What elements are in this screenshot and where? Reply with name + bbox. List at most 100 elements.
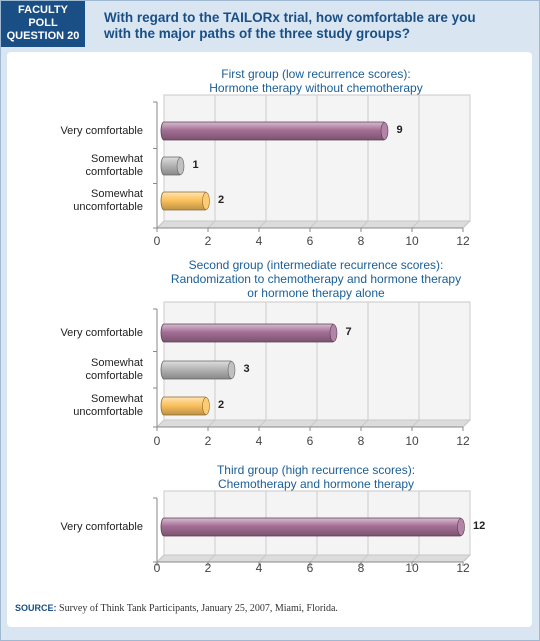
- data-label: 3: [243, 363, 250, 375]
- source-label: SOURCE:: [15, 603, 57, 613]
- chart-title-line: Chemotherapy and hormone therapy: [217, 477, 415, 491]
- x-tick-label: 12: [456, 234, 470, 248]
- category-label-line: Very comfortable: [60, 124, 143, 137]
- category-label-line: comfortable: [85, 370, 143, 382]
- chart-title: Second group (intermediate recurrence sc…: [161, 258, 471, 300]
- floor-gridline: [360, 554, 369, 563]
- floor-gridline: [156, 419, 165, 428]
- x-tick-label: 2: [204, 234, 212, 248]
- badge-line: QUESTION 20: [6, 30, 80, 42]
- x-tick-label: 10: [405, 434, 419, 448]
- x-tick-label: 0: [153, 234, 161, 248]
- x-tick-label: 10: [405, 234, 419, 248]
- bar-end-cap: [329, 324, 338, 342]
- floor-gridline: [309, 419, 318, 428]
- x-tick-label: 0: [153, 434, 161, 448]
- category-label-line: uncomfortable: [73, 406, 143, 418]
- x-tick-label: 0: [153, 561, 161, 575]
- question-line: With regard to the TAILORx trial, how co…: [104, 10, 476, 25]
- floor-gridline: [258, 220, 267, 229]
- bar-end-cap: [176, 157, 185, 175]
- x-tick-label: 12: [456, 434, 470, 448]
- bar-very-comfortable: [160, 121, 387, 141]
- chart-title: Third group (high recurrence scores): Che…: [161, 463, 471, 491]
- category-label-line: Somewhat: [91, 357, 143, 369]
- category-label: Very comfortable: [3, 327, 143, 340]
- x-tick-label: 4: [255, 234, 263, 248]
- chart-title-line: Third group (high recurrence scores):: [216, 463, 416, 477]
- bar-somewhat-uncomfortable: [160, 191, 209, 211]
- floor-gridline: [207, 419, 216, 428]
- floor-gridline: [258, 419, 267, 428]
- floor-gridline: [411, 220, 420, 229]
- floor-gridline: [156, 220, 165, 229]
- floor-gridline: [462, 220, 471, 229]
- bar-end-cap: [380, 122, 389, 140]
- data-label: 1: [192, 159, 199, 171]
- floor-gridline: [156, 554, 165, 563]
- floor-gridline: [309, 220, 318, 229]
- bar-somewhat-uncomfortable: [160, 396, 209, 416]
- category-label: Somewhat uncomfortable: [3, 188, 143, 214]
- x-tick-label: 2: [204, 434, 212, 448]
- chart-1: [153, 94, 472, 232]
- data-label: 2: [218, 399, 225, 411]
- x-tick-label: 4: [255, 561, 263, 575]
- poll-question: With regard to the TAILORx trial, how co…: [104, 10, 524, 42]
- category-label: Somewhat uncomfortable: [3, 393, 143, 419]
- bar-very-comfortable: [160, 323, 336, 343]
- chart-title-line: Hormone therapy without chemotherapy: [209, 81, 423, 95]
- badge-line: FACULTY: [18, 4, 68, 16]
- category-label-line: comfortable: [85, 166, 143, 178]
- chart-title-line: First group (low recurrence scores):: [221, 67, 411, 81]
- bar-very-comfortable: [160, 517, 464, 537]
- x-tick-label: 2: [204, 561, 212, 575]
- bar-somewhat-comfortable: [160, 360, 234, 380]
- x-tick-label: 8: [357, 434, 365, 448]
- x-tick-label: 6: [306, 234, 314, 248]
- floor-gridline: [462, 419, 471, 428]
- category-label-line: Very comfortable: [60, 520, 143, 533]
- source-note: SOURCE: Survey of Think Tank Participant…: [15, 603, 338, 614]
- chart-title-line: or hormone therapy alone: [247, 286, 385, 300]
- faculty-poll-badge: FACULTY POLL QUESTION 20: [1, 1, 85, 47]
- x-tick-label: 6: [306, 434, 314, 448]
- question-line: with the major paths of the three study …: [104, 26, 411, 41]
- floor-gridline: [462, 554, 471, 563]
- floor-gridline: [309, 554, 318, 563]
- floor-gridline: [411, 419, 420, 428]
- floor-gridline: [207, 554, 216, 563]
- chart-3: [153, 490, 472, 566]
- x-tick-label: 8: [357, 561, 365, 575]
- category-label-line: uncomfortable: [73, 201, 143, 213]
- x-tick-label: 6: [306, 561, 314, 575]
- x-tick-label: 12: [456, 561, 470, 575]
- x-tick-label: 8: [357, 234, 365, 248]
- chart-2: [153, 301, 472, 431]
- category-label-line: Somewhat: [91, 188, 143, 200]
- category-label-line: Somewhat: [91, 153, 143, 165]
- source-text: Survey of Think Tank Participants, Janua…: [59, 603, 338, 614]
- data-label: 9: [396, 124, 403, 136]
- chart-title-line: Randomization to chemotherapy and hormon…: [170, 272, 462, 286]
- category-label: Somewhat comfortable: [3, 357, 143, 383]
- x-tick-label: 10: [405, 561, 419, 575]
- floor-gridline: [207, 220, 216, 229]
- floor-gridline: [258, 554, 267, 563]
- data-label: 7: [345, 326, 352, 338]
- bar-end-cap: [202, 192, 210, 210]
- chart-title: First group (low recurrence scores): Horm…: [161, 67, 471, 95]
- floor-gridline: [360, 220, 369, 229]
- category-label: Very comfortable: [3, 125, 143, 138]
- floor-gridline: [360, 419, 369, 428]
- category-label-line: Very comfortable: [60, 326, 143, 339]
- badge-line: POLL: [28, 17, 58, 29]
- bar-end-cap: [227, 361, 236, 379]
- floor-gridline: [411, 554, 420, 563]
- bar-end-cap: [457, 518, 465, 536]
- category-label: Somewhat comfortable: [3, 153, 143, 179]
- data-label: 2: [218, 194, 225, 206]
- chart-title-line: Second group (intermediate recurrence sc…: [188, 258, 444, 272]
